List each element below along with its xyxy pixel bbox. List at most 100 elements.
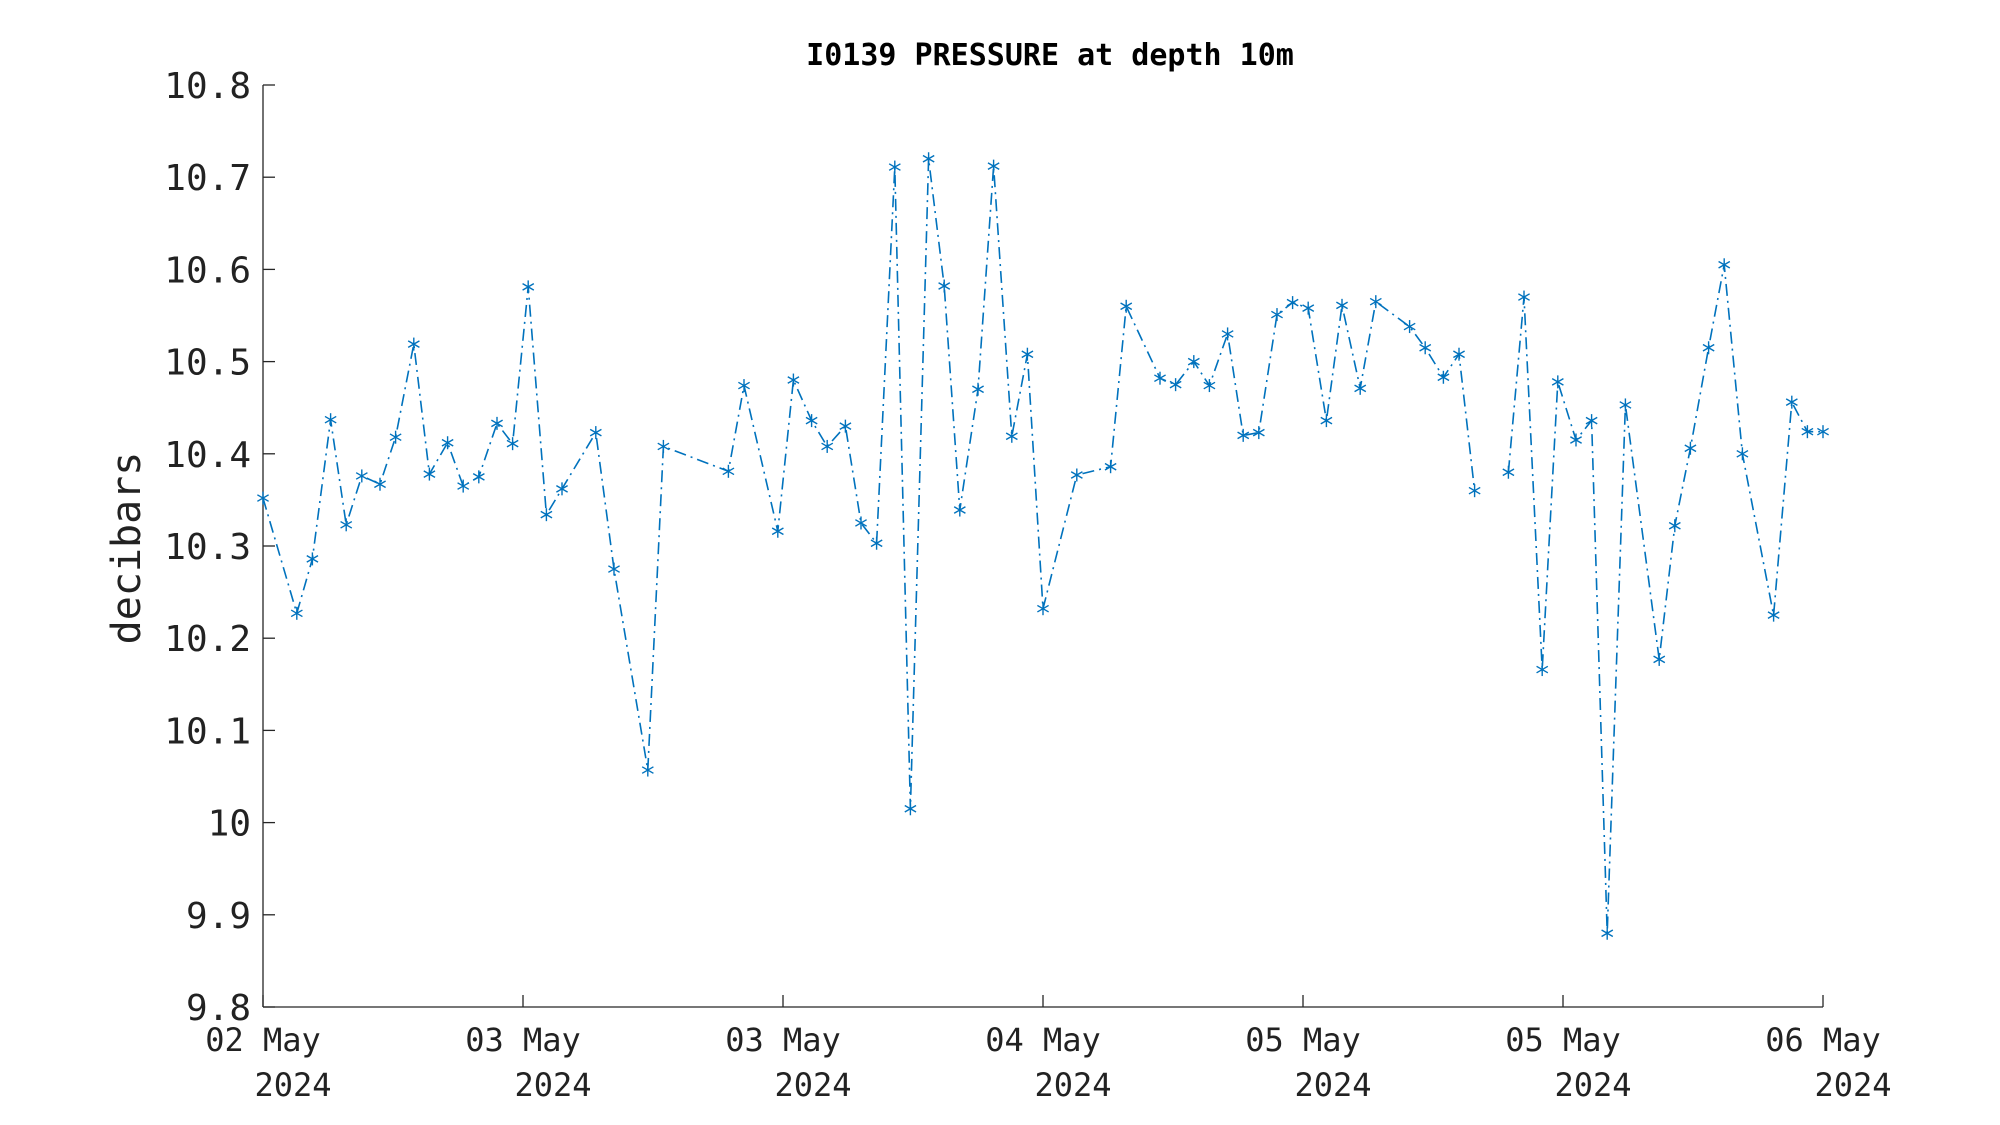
data-point — [1005, 429, 1018, 443]
data-point — [1437, 370, 1450, 384]
data-point — [522, 280, 535, 294]
data-point — [855, 516, 867, 530]
data-point — [839, 419, 852, 433]
y-tick-label: 10.8 — [164, 66, 251, 107]
data-point — [787, 373, 800, 387]
data-point — [556, 482, 568, 496]
data-point — [1221, 327, 1234, 341]
data-point — [457, 479, 470, 493]
data-point — [888, 160, 901, 174]
chart-title: I0139 PRESSURE at depth 10m — [806, 38, 1294, 73]
data-point — [1021, 347, 1034, 361]
data-point — [1403, 320, 1416, 334]
x-tick-label-date: 03 May — [725, 1021, 841, 1059]
data-point — [870, 536, 883, 550]
y-tick-label: 10 — [208, 804, 251, 845]
data-point — [324, 413, 337, 427]
data-point — [1468, 484, 1481, 498]
data-point — [1237, 428, 1250, 442]
x-tick-label-date: 06 May — [1765, 1021, 1881, 1059]
data-point — [1120, 299, 1133, 313]
data-point — [1653, 652, 1666, 666]
data-point — [423, 467, 436, 481]
data-point — [987, 159, 1000, 173]
x-axis: 02 May 2024 03 May 2024 03 May 2024 04 May 2024… — [205, 995, 1892, 1104]
data-point — [1601, 926, 1614, 940]
x-tick-label-date: 05 May — [1245, 1021, 1361, 1059]
y-tick-label: 10.6 — [164, 250, 251, 291]
data-point — [472, 470, 485, 484]
data-point — [491, 416, 503, 430]
y-tick-label: 10.5 — [164, 343, 251, 384]
data-point — [1070, 468, 1083, 482]
data-point — [641, 763, 654, 777]
y-tick-label: 10.7 — [164, 158, 251, 199]
x-tick-label-year: 2024 — [1554, 1066, 1631, 1104]
x-tick-label-date: 03 May — [465, 1021, 581, 1059]
data-point — [1104, 460, 1117, 474]
y-tick-label: 10.1 — [164, 711, 251, 752]
data-point — [340, 518, 353, 532]
x-tick-label-year: 2024 — [774, 1066, 851, 1104]
data-point — [953, 503, 966, 517]
x-tick-label-year: 2024 — [1034, 1066, 1111, 1104]
data-point — [1736, 447, 1749, 461]
series-line — [262, 158, 1823, 934]
data-point — [1536, 663, 1549, 677]
data-point — [1668, 519, 1681, 533]
data-point — [589, 426, 602, 440]
x-tick-label-date: 05 May — [1505, 1021, 1621, 1059]
data-point — [1453, 347, 1465, 361]
data-point — [1252, 426, 1265, 440]
data-point — [1369, 295, 1382, 309]
data-point — [1684, 441, 1697, 455]
y-tick-label: 9.9 — [186, 896, 251, 937]
data-point — [657, 439, 670, 453]
data-point — [972, 382, 984, 396]
y-tick-label: 9.8 — [186, 988, 251, 1029]
data-point — [1037, 602, 1049, 616]
data-point — [389, 430, 402, 444]
data-point — [290, 606, 303, 620]
data-point — [938, 279, 951, 293]
data-point — [1320, 414, 1333, 428]
data-point — [540, 508, 553, 522]
y-tick-label: 10.2 — [164, 619, 251, 660]
data-point — [1702, 341, 1715, 355]
data-point — [441, 436, 454, 450]
data-point — [1619, 398, 1632, 412]
data-point — [722, 464, 735, 478]
data-point — [1518, 290, 1530, 304]
data-point — [1154, 371, 1166, 385]
data-point — [1801, 425, 1814, 439]
data-point — [506, 437, 519, 451]
x-tick-label-date: 02 May — [205, 1021, 321, 1059]
data-point — [1286, 296, 1299, 310]
data-point — [1419, 341, 1432, 355]
data-point — [738, 379, 750, 393]
data-point — [1785, 395, 1798, 409]
data-point — [1302, 301, 1315, 315]
data-point — [1354, 381, 1367, 395]
data-point — [904, 802, 917, 816]
data-point — [407, 337, 420, 351]
data-point — [1718, 258, 1731, 272]
y-tick-label: 10.4 — [164, 435, 251, 476]
data-point — [374, 477, 386, 491]
data-point — [355, 469, 368, 483]
y-axis-label: decibars — [104, 452, 150, 645]
data-point — [1169, 378, 1182, 392]
y-axis: 10.8 10.7 10.6 10.5 10.4 10.3 10.2 10.1 10 9.9 9.8 — [164, 66, 275, 1029]
x-tick-label-year: 2024 — [514, 1066, 591, 1104]
y-tick-label: 10.3 — [164, 527, 251, 568]
plot-area — [257, 152, 1829, 940]
data-point — [805, 414, 818, 428]
data-point — [771, 524, 784, 538]
data-point — [1271, 308, 1283, 322]
x-tick-label-year: 2024 — [254, 1066, 331, 1104]
data-point — [1203, 379, 1216, 393]
data-point — [608, 562, 620, 576]
data-point — [821, 439, 834, 453]
x-tick-label-year: 2024 — [1814, 1066, 1891, 1104]
